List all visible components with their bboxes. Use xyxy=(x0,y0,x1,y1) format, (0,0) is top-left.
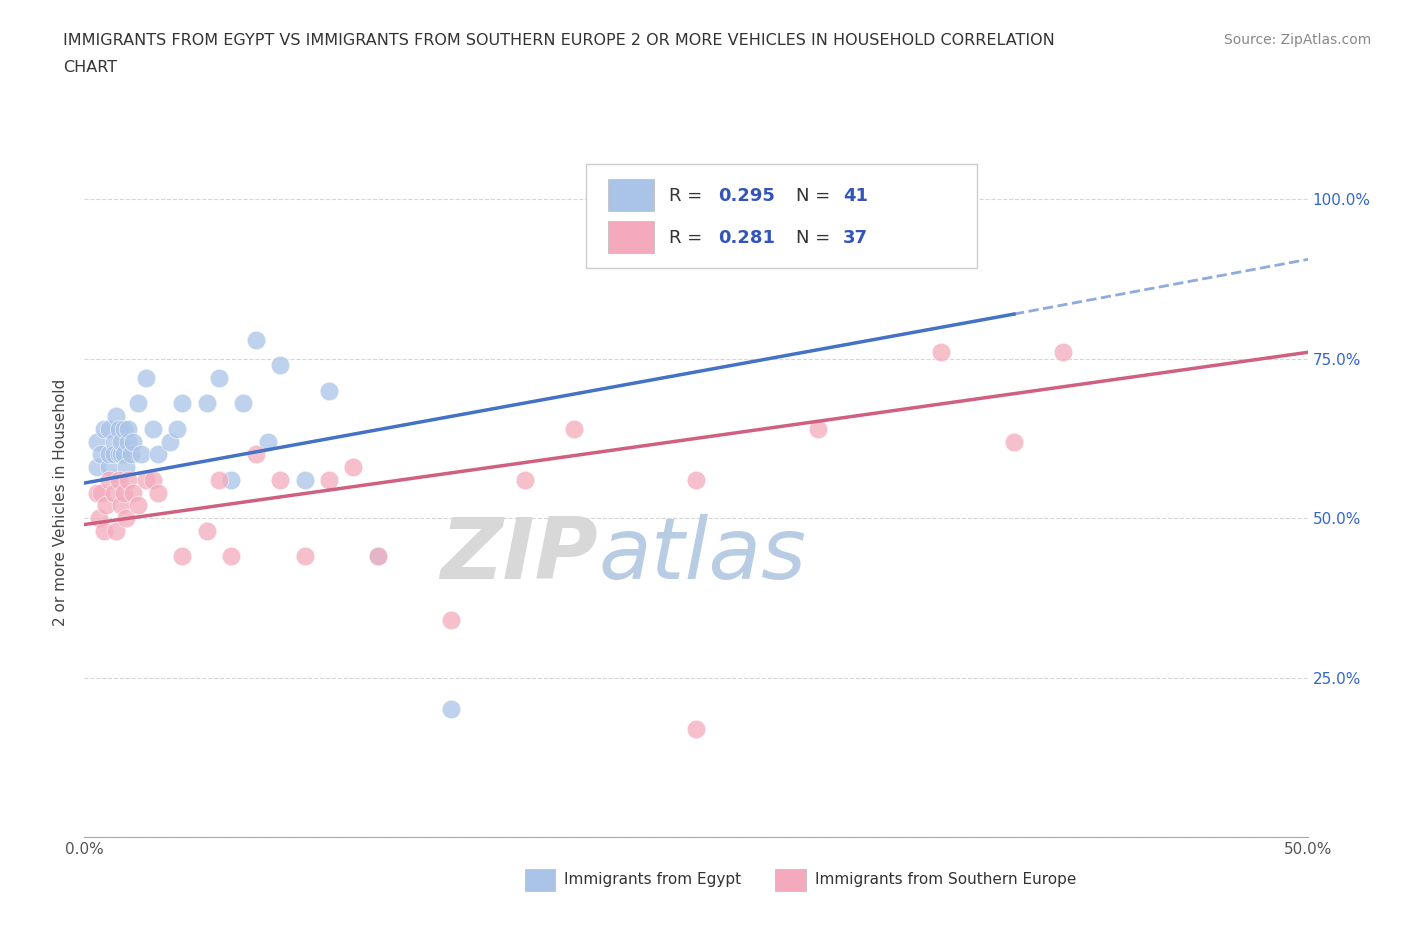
Point xyxy=(269,472,291,487)
Point xyxy=(112,421,135,436)
Point xyxy=(115,511,138,525)
Text: 41: 41 xyxy=(842,187,868,205)
Point xyxy=(117,421,139,436)
Point xyxy=(103,485,125,500)
Point xyxy=(172,396,194,411)
Point xyxy=(86,459,108,474)
Point xyxy=(112,447,135,462)
Point xyxy=(219,472,242,487)
Text: atlas: atlas xyxy=(598,514,806,597)
Point xyxy=(342,459,364,474)
Text: 37: 37 xyxy=(842,229,868,246)
Point xyxy=(208,472,231,487)
Point xyxy=(219,549,242,564)
Point xyxy=(127,498,149,512)
Point xyxy=(440,702,463,717)
Point xyxy=(685,721,707,736)
Bar xyxy=(607,179,654,211)
Point xyxy=(105,408,128,423)
Point xyxy=(245,332,267,347)
Point xyxy=(97,472,120,487)
Point xyxy=(97,447,120,462)
Point xyxy=(1002,434,1025,449)
Point xyxy=(367,549,389,564)
Point xyxy=(146,485,169,500)
Point xyxy=(208,370,231,385)
Text: R =: R = xyxy=(669,187,709,205)
Point xyxy=(440,613,463,628)
Text: 0.295: 0.295 xyxy=(718,187,775,205)
Point xyxy=(103,434,125,449)
Point xyxy=(269,358,291,373)
Point xyxy=(86,485,108,500)
Point xyxy=(685,472,707,487)
Point xyxy=(135,472,157,487)
Text: R =: R = xyxy=(669,229,709,246)
Point xyxy=(1052,345,1074,360)
Point xyxy=(97,459,120,474)
Point xyxy=(513,472,536,487)
Point xyxy=(367,549,389,564)
Point xyxy=(122,485,145,500)
Point xyxy=(110,498,132,512)
Point xyxy=(318,383,340,398)
Point xyxy=(86,434,108,449)
Y-axis label: 2 or more Vehicles in Household: 2 or more Vehicles in Household xyxy=(53,379,69,626)
Text: CHART: CHART xyxy=(63,60,117,75)
Point xyxy=(232,396,254,411)
Point xyxy=(127,396,149,411)
Point xyxy=(166,421,188,436)
Text: N =: N = xyxy=(796,187,837,205)
Text: 0.281: 0.281 xyxy=(718,229,775,246)
Point xyxy=(562,421,585,436)
Text: Immigrants from Egypt: Immigrants from Egypt xyxy=(564,872,741,887)
Point xyxy=(117,472,139,487)
Text: Immigrants from Southern Europe: Immigrants from Southern Europe xyxy=(814,872,1076,887)
Point xyxy=(929,345,952,360)
Point xyxy=(112,485,135,500)
Point xyxy=(146,447,169,462)
Point xyxy=(172,549,194,564)
Point xyxy=(294,549,316,564)
Bar xyxy=(776,870,806,891)
Bar xyxy=(524,870,555,891)
FancyBboxPatch shape xyxy=(586,164,977,268)
Text: ZIP: ZIP xyxy=(440,514,598,597)
Text: IMMIGRANTS FROM EGYPT VS IMMIGRANTS FROM SOUTHERN EUROPE 2 OR MORE VEHICLES IN H: IMMIGRANTS FROM EGYPT VS IMMIGRANTS FROM… xyxy=(63,33,1054,47)
Point xyxy=(103,447,125,462)
Point xyxy=(107,447,129,462)
Point xyxy=(294,472,316,487)
Point xyxy=(245,447,267,462)
Point xyxy=(105,524,128,538)
Point xyxy=(856,192,879,206)
Bar xyxy=(607,221,654,253)
Point xyxy=(107,472,129,487)
Point xyxy=(87,511,110,525)
Point xyxy=(115,459,138,474)
Point xyxy=(129,447,152,462)
Point xyxy=(195,524,218,538)
Point xyxy=(195,396,218,411)
Point xyxy=(107,421,129,436)
Point xyxy=(122,434,145,449)
Point xyxy=(97,421,120,436)
Point xyxy=(159,434,181,449)
Point xyxy=(142,421,165,436)
Point xyxy=(142,472,165,487)
Point xyxy=(110,434,132,449)
Point xyxy=(318,472,340,487)
Point xyxy=(110,447,132,462)
Point xyxy=(96,498,118,512)
Text: Source: ZipAtlas.com: Source: ZipAtlas.com xyxy=(1223,33,1371,46)
Point xyxy=(117,434,139,449)
Point xyxy=(93,421,115,436)
Point xyxy=(90,447,112,462)
Point xyxy=(120,447,142,462)
Point xyxy=(807,421,830,436)
Point xyxy=(135,370,157,385)
Point xyxy=(93,524,115,538)
Text: N =: N = xyxy=(796,229,837,246)
Point xyxy=(90,485,112,500)
Point xyxy=(257,434,280,449)
